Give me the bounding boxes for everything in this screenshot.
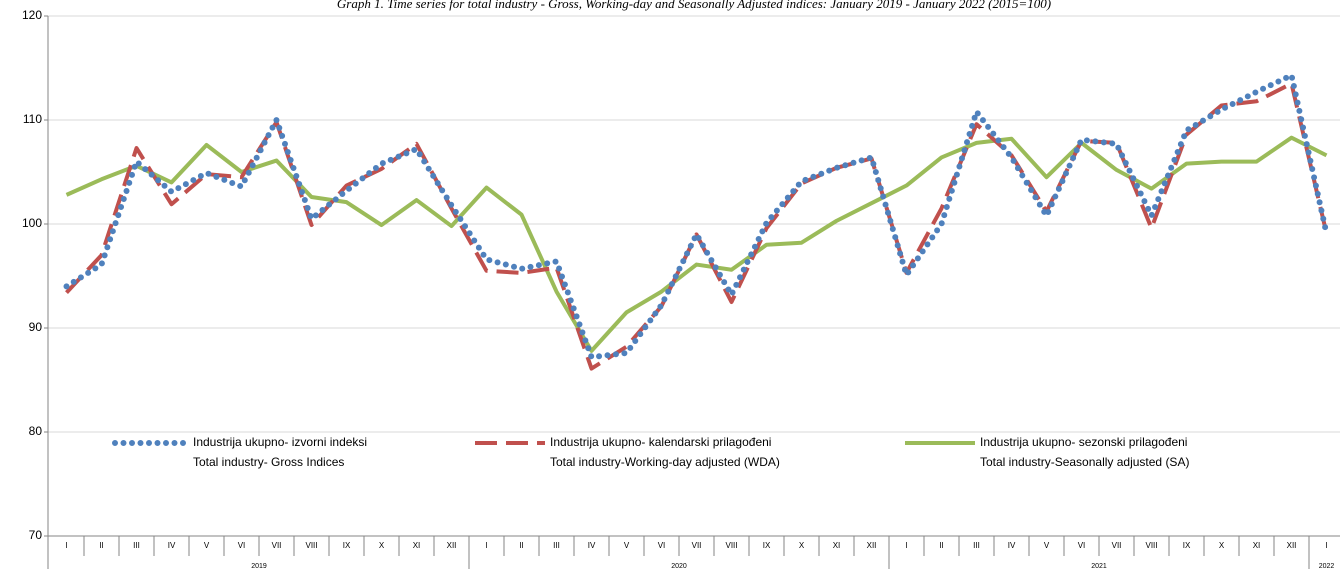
series-line: [65, 135, 1328, 353]
legend-label: Industrija ukupno- sezonski prilagođeni: [980, 435, 1187, 449]
x-tick-label: V: [204, 541, 210, 550]
x-group-label: 2020: [671, 563, 687, 569]
x-tick-label: VIII: [725, 541, 737, 550]
x-tick-label: IV: [588, 541, 596, 550]
x-tick-label: IV: [1008, 541, 1016, 550]
x-tick-label: XII: [447, 541, 457, 550]
x-tick-label: I: [65, 541, 67, 550]
x-tick-label: I: [485, 541, 487, 550]
x-tick-label: I: [1325, 541, 1327, 550]
x-tick-label: VII: [692, 541, 702, 550]
legend-label: Industrija ukupno- izvorni indeksi: [193, 435, 367, 449]
x-tick-label: II: [99, 541, 103, 550]
x-tick-label: VII: [272, 541, 282, 550]
legend-label-en: Total industry-Seasonally adjusted (SA): [980, 455, 1189, 469]
x-tick-label: III: [133, 541, 140, 550]
x-tick-label: X: [1219, 541, 1225, 550]
chart-title: Graph 1. Time series for total industry …: [337, 0, 1051, 11]
x-tick-label: II: [519, 541, 523, 550]
y-tick-label: 100: [22, 216, 42, 230]
x-tick-label: XI: [413, 541, 421, 550]
x-tick-label: VIII: [305, 541, 317, 550]
y-tick-label: 110: [23, 112, 42, 126]
legend-label: Industrija ukupno- kalendarski prilagođe…: [550, 435, 771, 449]
x-tick-label: XI: [1253, 541, 1261, 550]
x-tick-label: V: [1044, 541, 1050, 550]
x-tick-label: X: [799, 541, 805, 550]
series-line: [63, 72, 1330, 361]
y-tick-label: 70: [29, 528, 43, 542]
x-tick-label: VI: [1078, 541, 1086, 550]
x-tick-label: XII: [1287, 541, 1297, 550]
x-group-label: 2019: [251, 563, 267, 569]
series-line: [65, 81, 1329, 371]
x-tick-label: IX: [1183, 541, 1191, 550]
x-tick-label: III: [553, 541, 560, 550]
x-tick-label: IX: [343, 541, 351, 550]
x-tick-label: III: [973, 541, 980, 550]
x-tick-label: IX: [763, 541, 771, 550]
y-tick-label: 80: [29, 424, 43, 438]
x-group-label: 2021: [1091, 563, 1107, 569]
x-group-label: 2022: [1319, 563, 1335, 569]
legend-label-en: Total industry-Working-day adjusted (WDA…: [550, 455, 780, 469]
x-tick-label: X: [379, 541, 385, 550]
y-tick-label: 90: [29, 320, 43, 334]
x-tick-label: V: [624, 541, 630, 550]
x-tick-label: IV: [168, 541, 176, 550]
x-tick-label: XII: [867, 541, 877, 550]
x-tick-label: XI: [833, 541, 841, 550]
x-tick-label: VI: [658, 541, 666, 550]
x-tick-label: II: [939, 541, 943, 550]
x-tick-label: VIII: [1145, 541, 1157, 550]
x-tick-label: VII: [1112, 541, 1122, 550]
x-tick-label: VI: [238, 541, 246, 550]
legend-label-en: Total industry- Gross Indices: [193, 455, 344, 469]
x-tick-label: I: [905, 541, 907, 550]
y-tick-label: 120: [22, 8, 42, 22]
